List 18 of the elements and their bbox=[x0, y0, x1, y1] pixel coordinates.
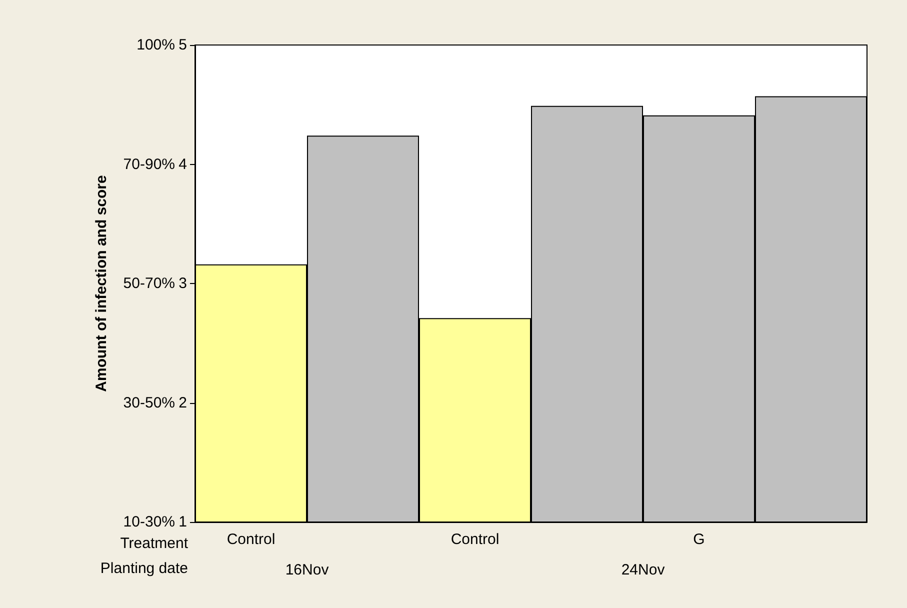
x-tick-label: Control bbox=[450, 531, 500, 548]
text: 30-50% bbox=[123, 394, 175, 412]
text: 100% bbox=[136, 36, 175, 54]
text: 16Nov bbox=[285, 562, 330, 578]
y-tick-label: 2 bbox=[178, 394, 187, 412]
text: 70-90% bbox=[123, 156, 175, 173]
text: 50-70% bbox=[123, 275, 175, 292]
y-tick-label: 5 bbox=[178, 36, 187, 54]
y-tick-label: 1 bbox=[178, 514, 187, 530]
y-axis-title: Amount of infection and score bbox=[93, 175, 110, 392]
y-tick-label: 4 bbox=[178, 156, 187, 173]
text: 10-30% bbox=[123, 514, 175, 530]
text: Treatment bbox=[120, 535, 189, 552]
x-tick-label: G bbox=[693, 531, 705, 548]
y-tick-label: 3 bbox=[178, 275, 187, 292]
text: 24Nov bbox=[621, 562, 666, 578]
x-tick-label: Control bbox=[226, 531, 276, 548]
text: Planting date bbox=[100, 560, 188, 577]
